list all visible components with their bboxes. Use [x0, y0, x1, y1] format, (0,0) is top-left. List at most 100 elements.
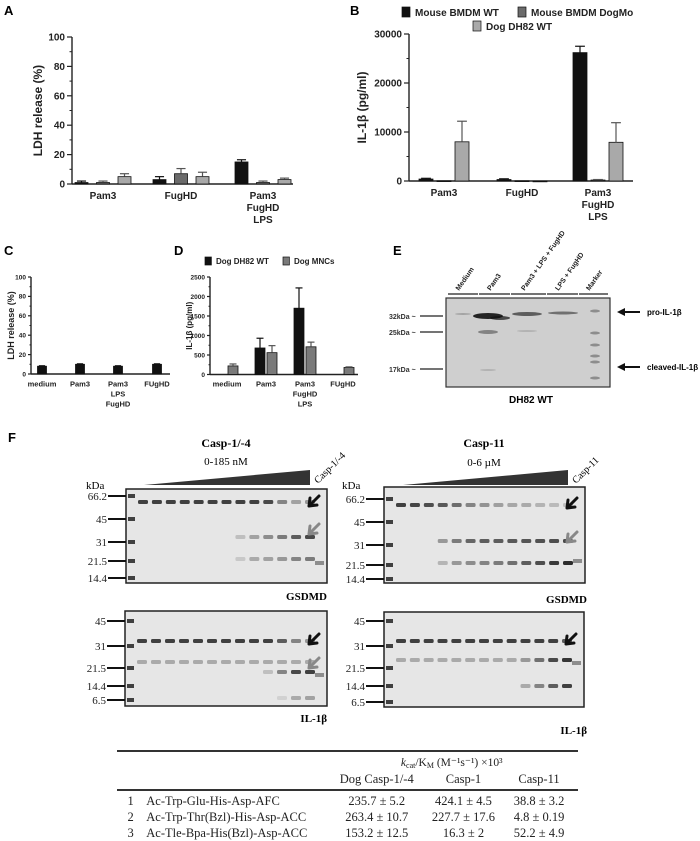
concentration-wedge: [403, 470, 568, 485]
table-column-headers: Dog Casp-1/-4 Casp-1 Casp-11: [117, 771, 578, 787]
bar: [113, 365, 123, 375]
cell-value: 235.7 ± 5.2: [348, 793, 406, 808]
protein-band: [455, 313, 471, 315]
row-number: 2: [127, 809, 134, 824]
kcat-k: k: [400, 757, 407, 769]
gel-range-casp11: 0-6 µM: [467, 457, 501, 469]
protein-band: [165, 500, 176, 504]
protein-band: [520, 639, 531, 643]
arrow-down-left-icon: [565, 496, 579, 510]
protein-band: [517, 330, 537, 332]
bar: [532, 180, 548, 183]
protein-band: [506, 658, 517, 662]
y-tick-label: 2000: [191, 294, 206, 301]
bar: [74, 182, 89, 185]
kda-label-right: kDa: [342, 480, 360, 492]
y-tick-label: 2500: [191, 274, 206, 281]
y-tick-label: 10000: [374, 128, 402, 139]
protein-band: [179, 500, 190, 504]
bar: [514, 180, 530, 182]
protein-band: [235, 639, 245, 643]
category-label: FugHD: [165, 191, 198, 202]
protein-label-gsdmd-left: GSDMD: [286, 591, 327, 603]
bar: [152, 363, 162, 375]
protein-band: [221, 500, 232, 504]
category-label: medium: [28, 379, 57, 388]
protein-band: [151, 500, 162, 504]
protein-band: [263, 660, 273, 664]
protein-band: [235, 557, 246, 561]
bar: [256, 182, 270, 185]
protein-band: [263, 670, 273, 674]
y-tick-label: 80: [54, 62, 66, 73]
protein-band: [277, 639, 287, 643]
protein-band: [277, 535, 288, 539]
category-label: FugHD: [293, 389, 318, 398]
protein-band: [521, 561, 532, 565]
blot-membrane: [445, 297, 611, 388]
caspase-band: [573, 559, 582, 563]
protein-band: [562, 658, 572, 662]
panel-label-e: E: [393, 243, 402, 258]
gel-background: [383, 486, 586, 584]
bar: [234, 161, 249, 185]
ladder-band: [127, 619, 134, 623]
arrow-down-left-icon: [565, 530, 579, 544]
marker-label: 21.5: [87, 663, 107, 675]
marker-label: 66.2: [346, 494, 365, 506]
protein-band: [396, 658, 406, 662]
protein-band: [193, 639, 203, 643]
ladder-band: [128, 517, 135, 521]
protein-band: [249, 639, 259, 643]
protein-band: [590, 360, 600, 364]
legend-swatch: [282, 256, 290, 266]
protein-band: [277, 500, 288, 504]
y-tick-label: 60: [19, 313, 27, 320]
category-label: LPS: [253, 215, 273, 226]
y-tick-label: 60: [54, 91, 66, 102]
y-tick-label: 80: [19, 294, 27, 301]
protein-label-il1b-right: IL-1β: [560, 725, 587, 737]
protein-band: [534, 658, 545, 662]
protein-band: [479, 561, 490, 565]
marker-label: 45: [96, 514, 108, 526]
arrow-left-icon: [617, 363, 640, 371]
protein-band: [493, 561, 504, 565]
y-tick-label: 30000: [374, 30, 402, 41]
column-header: Dog Casp-1/-4: [339, 772, 414, 786]
category-label: Pam3: [431, 188, 458, 199]
bar: [608, 141, 624, 182]
category-label: LPS: [298, 399, 313, 408]
bar: [37, 365, 47, 375]
marker-label: 14.4: [88, 573, 108, 585]
category-label: Pam3: [108, 379, 128, 388]
kinetics-table: kcat/KM (M⁻¹s⁻¹) ×10³ Dog Casp-1/-4 Casp…: [117, 750, 578, 841]
y-tick-label: 500: [194, 352, 205, 359]
panel-label-f: F: [8, 430, 16, 445]
protein-band: [138, 500, 148, 504]
legend-label: Dog DH82 WT: [216, 257, 269, 266]
protein-band: [479, 639, 489, 643]
protein-band: [451, 503, 462, 507]
table-row: 2 Ac-Trp-Thr(Bzl)-His-Asp-ACC 263.4 ± 10…: [117, 809, 578, 825]
substrate: Ac-Trp-Glu-His-Asp-AFC: [146, 793, 280, 808]
gel-background: [124, 610, 328, 707]
category-label: FUgHD: [330, 379, 356, 388]
bar: [174, 173, 188, 185]
protein-band: [305, 557, 315, 561]
caspase-band: [572, 661, 581, 665]
bar: [436, 180, 452, 182]
protein-band: [165, 639, 175, 643]
protein-label-il1b-left: IL-1β: [300, 713, 327, 725]
protein-band: [207, 639, 217, 643]
protein-band: [563, 561, 573, 565]
cell-value: 16.3 ± 2: [442, 825, 485, 840]
protein-band: [548, 639, 559, 643]
y-tick-label: 40: [19, 332, 27, 339]
legend-label: Mouse BMDM DogMo: [531, 8, 633, 19]
bar: [343, 367, 355, 375]
concentration-wedge: [144, 470, 310, 485]
